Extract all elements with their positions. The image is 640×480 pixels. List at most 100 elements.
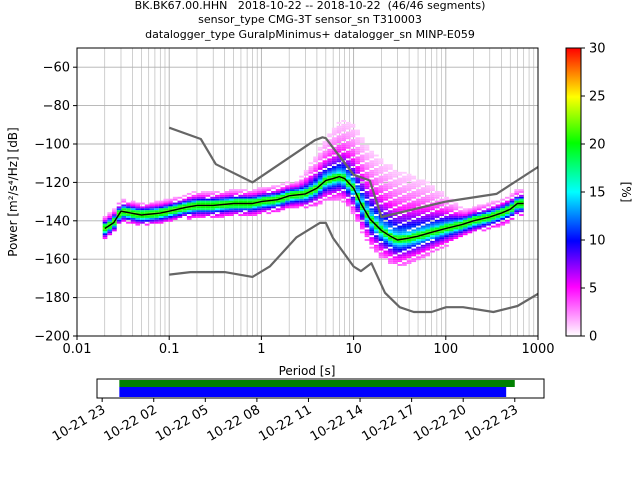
heat-cell: [514, 200, 520, 203]
heat-cell: [364, 231, 370, 234]
heat-cell: [378, 225, 384, 228]
heat-cell: [369, 150, 375, 153]
heat-cell: [299, 191, 304, 193]
heat-cell: [243, 208, 248, 211]
heat-cell: [383, 169, 389, 172]
heat-cell: [519, 214, 524, 216]
heat-cell: [313, 198, 318, 201]
heat-cell: [378, 208, 384, 211]
heat-cell: [229, 200, 234, 203]
heat-cell: [458, 219, 463, 222]
heat-cell: [345, 135, 351, 138]
heat-cell: [383, 231, 389, 234]
heat-cell: [233, 206, 239, 209]
heat-cell: [355, 185, 360, 188]
heat-cell: [392, 239, 398, 241]
heat-cell: [289, 187, 295, 190]
heat-cell: [345, 160, 351, 163]
heat-cell: [280, 206, 286, 209]
heat-cell: [406, 198, 412, 201]
heat-cell: [130, 219, 136, 222]
heat-cell: [285, 181, 290, 184]
heat-cell: [154, 200, 159, 203]
heat-cell: [383, 254, 389, 257]
y-tick-label: −160: [34, 253, 70, 268]
heat-cell: [500, 210, 506, 213]
heat-cell: [406, 185, 412, 188]
heat-cell: [439, 231, 445, 234]
heat-cell: [102, 237, 108, 240]
heat-cell: [135, 223, 141, 226]
heat-cell: [247, 198, 253, 201]
heat-cell: [327, 177, 332, 180]
heat-cell: [135, 221, 141, 224]
heat-cell: [519, 208, 524, 211]
heat-cell: [388, 254, 393, 257]
heat-cell: [355, 187, 360, 190]
heat-cell: [476, 227, 482, 230]
heat-cell: [336, 158, 342, 161]
heat-cell: [472, 208, 477, 211]
heat-cell: [140, 210, 145, 213]
heat-cell: [336, 150, 342, 153]
heat-cell: [420, 198, 426, 201]
heat-cell: [257, 204, 262, 207]
heat-cell: [397, 240, 403, 243]
heat-cell: [359, 158, 365, 161]
heat-cell: [252, 196, 258, 199]
heat-cell: [392, 173, 398, 176]
heat-cell: [219, 194, 225, 197]
heat-cell: [486, 221, 491, 224]
heat-cell: [378, 166, 384, 168]
heat-cell: [411, 185, 417, 188]
heat-cell: [261, 191, 267, 193]
heat-cell: [364, 200, 370, 203]
heat-cell: [355, 152, 360, 155]
heat-cell: [130, 206, 136, 209]
heat-cell: [140, 202, 145, 205]
heat-cell: [486, 202, 491, 205]
heat-cell: [383, 240, 389, 243]
heat-cell: [374, 191, 379, 193]
heat-cell: [378, 198, 384, 201]
heat-cell: [444, 221, 449, 224]
heat-cell: [107, 233, 113, 236]
heat-cell: [238, 208, 244, 211]
heat-cell: [392, 262, 398, 264]
heat-cell: [369, 246, 375, 249]
heat-cell: [289, 191, 295, 193]
heat-cell: [444, 235, 449, 238]
heat-cell: [490, 208, 496, 211]
heat-cell: [266, 196, 272, 199]
heat-cell: [130, 214, 136, 216]
heat-cell: [397, 171, 403, 174]
heat-cell: [341, 191, 346, 193]
heat-cell: [397, 187, 403, 190]
heat-cell: [411, 214, 417, 216]
heat-cell: [243, 214, 248, 216]
heat-cell: [369, 239, 375, 241]
heat-cell: [144, 210, 150, 213]
heat-cell: [252, 194, 258, 197]
heat-cell: [294, 196, 300, 199]
heat-cell: [205, 208, 211, 211]
heat-cell: [397, 183, 403, 186]
heat-cell: [135, 202, 141, 205]
heat-cell: [448, 221, 454, 224]
heat-cell: [411, 175, 417, 178]
heat-cell: [341, 156, 346, 159]
noise-models: [168, 126, 538, 314]
heat-cell: [327, 152, 332, 155]
heat-cell: [140, 206, 145, 209]
heat-cell: [383, 173, 389, 176]
heat-cell: [402, 206, 407, 209]
heat-cell: [158, 202, 164, 205]
heat-cell: [364, 191, 370, 193]
heat-cell: [359, 150, 365, 153]
heat-cell: [322, 192, 328, 195]
heat-cell: [397, 237, 403, 240]
heat-cell: [388, 183, 393, 186]
heat-cell: [411, 206, 417, 209]
heat-cell: [327, 187, 332, 190]
